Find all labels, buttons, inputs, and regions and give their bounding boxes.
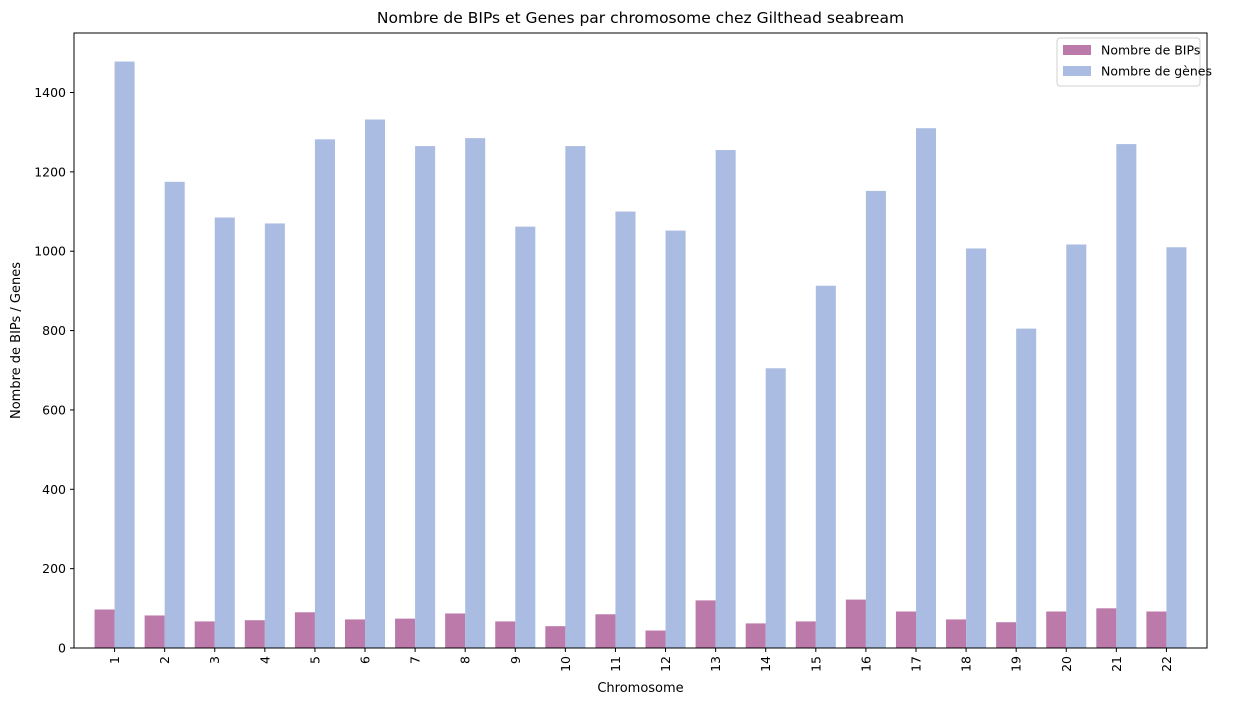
legend-swatch-bips <box>1063 45 1091 55</box>
plot-frame <box>73 32 1208 649</box>
bar-bips-chr-5 <box>294 612 315 648</box>
bar-genes-chr-2 <box>164 181 185 648</box>
bar-genes-chr-16 <box>865 190 886 648</box>
y-tick-label: 200 <box>42 561 66 576</box>
bar-bips-chr-20 <box>1046 611 1067 648</box>
bar-genes-chr-13 <box>715 150 736 648</box>
x-tick-label-chr-8: 8 <box>458 656 473 664</box>
x-tick-label-chr-20: 20 <box>1059 656 1074 672</box>
x-tick-label-chr-3: 3 <box>207 656 222 664</box>
bar-genes-chr-17 <box>915 128 937 648</box>
bar-genes-chr-6 <box>365 119 386 649</box>
bar-bips-chr-11 <box>595 614 616 648</box>
x-tick-label-chr-21: 21 <box>1109 656 1124 672</box>
bar-bips-chr-18 <box>946 619 967 648</box>
bar-genes-chr-9 <box>515 226 536 649</box>
bar-bips-chr-16 <box>845 599 866 648</box>
legend-swatch-genes <box>1063 66 1091 76</box>
bar-bips-chr-6 <box>344 619 366 648</box>
x-tick-label-chr-17: 17 <box>908 656 923 672</box>
x-tick-label-chr-6: 6 <box>358 656 373 664</box>
x-tick-label-chr-7: 7 <box>408 656 423 664</box>
bar-bips-chr-1 <box>94 609 115 648</box>
bar-genes-chr-19 <box>1016 328 1037 648</box>
y-tick-label: 0 <box>58 641 66 656</box>
bar-genes-chr-14 <box>765 368 786 648</box>
bar-genes-chr-15 <box>815 285 836 648</box>
bar-genes-chr-8 <box>465 138 486 649</box>
x-tick-label-chr-5: 5 <box>307 656 322 664</box>
x-tick-label-chr-1: 1 <box>107 656 122 664</box>
bar-bips-chr-3 <box>194 621 215 648</box>
bar-genes-chr-22 <box>1166 247 1187 649</box>
bar-bips-chr-17 <box>895 611 916 648</box>
y-tick-label: 800 <box>42 323 66 338</box>
bar-bips-chr-2 <box>144 615 165 648</box>
bar-genes-chr-5 <box>314 139 335 648</box>
bar-genes-chr-4 <box>264 223 285 649</box>
bar-genes-chr-18 <box>966 248 987 649</box>
y-tick-label: 1400 <box>34 85 66 100</box>
legend: Nombre de BIPs Nombre de gènes <box>1056 37 1212 87</box>
bar-bips-chr-15 <box>795 621 816 648</box>
x-tick-label-chr-9: 9 <box>508 656 523 664</box>
bar-bips-chr-12 <box>645 630 666 648</box>
y-axis-label: Nombre de BIPs / Genes <box>9 262 24 419</box>
bar-bips-chr-9 <box>495 621 516 648</box>
bar-bips-chr-14 <box>745 623 766 648</box>
x-tick-label-chr-14: 14 <box>758 656 773 672</box>
bar-genes-chr-7 <box>415 146 436 649</box>
y-axis: 0 200 400 600 800 1000 1200 1400 <box>34 85 74 656</box>
bar-genes-chr-12 <box>665 230 686 648</box>
bar-bips-chr-19 <box>996 622 1017 648</box>
y-tick-label: 400 <box>42 482 66 497</box>
bar-bips-chr-7 <box>395 618 416 648</box>
x-tick-label-chr-22: 22 <box>1159 656 1174 672</box>
x-tick-label-chr-11: 11 <box>608 656 623 672</box>
x-tick-label-chr-15: 15 <box>808 656 823 672</box>
y-tick-label: 1000 <box>34 244 66 259</box>
x-tick-label-chr-16: 16 <box>858 656 873 672</box>
legend-label-genes: Nombre de gènes <box>1101 64 1212 79</box>
x-tick-label-chr-19: 19 <box>1009 656 1024 672</box>
x-tick-label-chr-18: 18 <box>959 656 974 672</box>
bar-bips-chr-21 <box>1096 608 1117 648</box>
y-tick-label: 1200 <box>34 164 66 179</box>
legend-box <box>1056 37 1201 87</box>
bar-bips-chr-22 <box>1146 611 1167 648</box>
bar-genes-chr-1 <box>114 61 135 648</box>
chart-title: Nombre de BIPs et Genes par chromosome c… <box>377 9 904 27</box>
bars-layer <box>94 61 1187 649</box>
bar-bips-chr-4 <box>244 620 265 648</box>
x-axis: 1 2 3 4 5 6 7 8 9 10 11 12 13 14 15 16 17 18 19 20 21 22 <box>107 648 1174 672</box>
bar-genes-chr-3 <box>214 217 235 648</box>
bar-bips-chr-10 <box>545 626 566 648</box>
bar-genes-chr-21 <box>1116 144 1137 648</box>
bar-genes-chr-20 <box>1066 244 1087 648</box>
bar-bips-chr-13 <box>695 600 716 648</box>
bar-genes-chr-11 <box>615 211 636 648</box>
x-tick-label-chr-10: 10 <box>558 656 573 672</box>
y-tick-label: 600 <box>42 402 66 417</box>
bar-genes-chr-10 <box>565 146 586 649</box>
x-tick-label-chr-12: 12 <box>658 656 673 672</box>
x-tick-label-chr-13: 13 <box>708 656 723 672</box>
legend-label-bips: Nombre de BIPs <box>1101 43 1200 58</box>
x-axis-label: Chromosome <box>597 681 683 696</box>
bar-bips-chr-8 <box>445 613 466 648</box>
x-tick-label-chr-4: 4 <box>257 656 272 664</box>
x-tick-label-chr-2: 2 <box>157 656 172 664</box>
